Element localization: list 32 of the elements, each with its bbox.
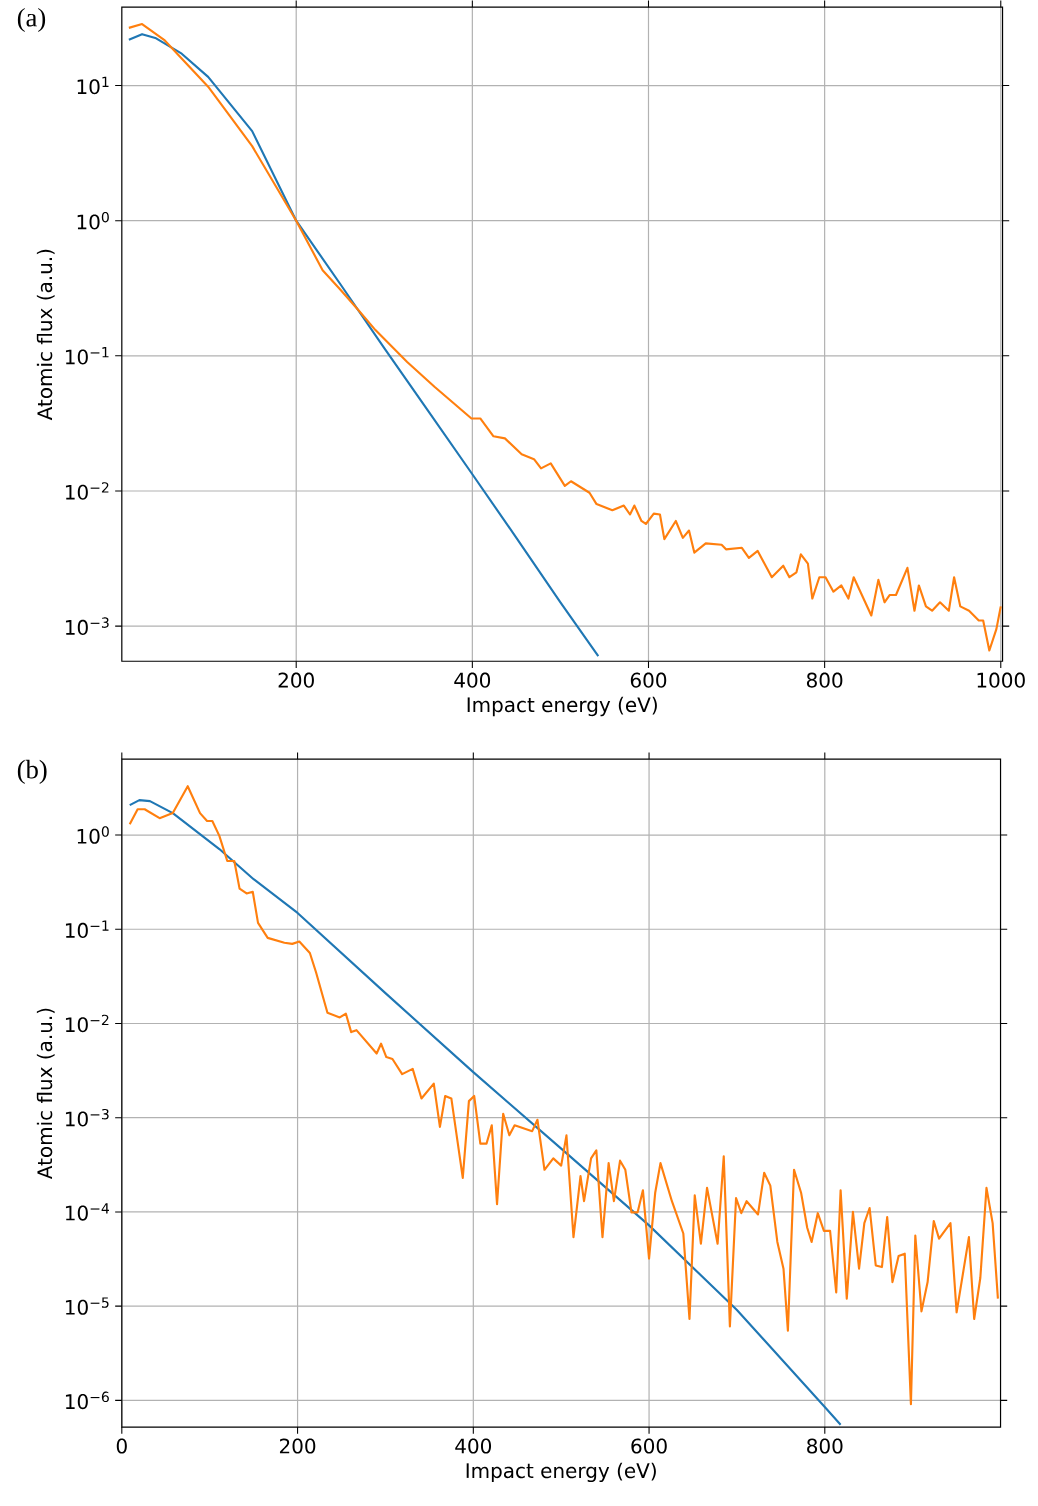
x-axis-title: Impact energy (eV) xyxy=(466,1462,656,1483)
y-axis-title: Atomic flux (a.u.) xyxy=(36,249,55,421)
x-tick-label: 200 xyxy=(279,1438,316,1454)
y-tick-label: 10$^{−3}$ xyxy=(65,1108,109,1127)
line-series xyxy=(127,23,1002,652)
y-tick-label: 10$^{−1}$ xyxy=(65,347,109,365)
x-tick-label: 0 xyxy=(116,1438,127,1454)
x-tick-label: 400 xyxy=(455,1438,491,1454)
y-axis-title: Atomic flux (a.u.) xyxy=(36,1008,55,1180)
y-tick-label: 10$^{−2}$ xyxy=(65,1014,109,1033)
x-tick-label: 600 xyxy=(630,672,666,688)
x-tick-label: 200 xyxy=(278,672,314,688)
y-tick-label: 10$^{−1}$ xyxy=(65,920,109,938)
y-tick-label: 10$^{−6}$ xyxy=(65,1391,109,1410)
line-series xyxy=(128,799,842,1426)
y-tick-label: 10$^{0}$ xyxy=(77,826,109,844)
y-tick-label: 10$^{−3}$ xyxy=(65,617,109,635)
y-tick-label: 10$^{1}$ xyxy=(77,76,109,95)
x-tick-label: 800 xyxy=(806,1438,843,1454)
x-axis-title: Impact energy (eV) xyxy=(467,696,657,717)
y-tick-label: 10$^{−4}$ xyxy=(65,1203,109,1221)
x-tick-label: 400 xyxy=(454,672,490,688)
y-tick-label: 10$^{−2}$ xyxy=(65,482,109,500)
chart-title: (b) xyxy=(17,759,47,784)
line-series xyxy=(127,33,600,658)
x-tick-label: 800 xyxy=(806,672,843,688)
line-series xyxy=(128,785,999,1406)
chart-title: (a) xyxy=(17,7,45,33)
y-tick-label: 10$^{−5}$ xyxy=(65,1297,109,1315)
x-tick-label: 1000 xyxy=(977,672,1025,688)
x-tick-label: 600 xyxy=(631,1438,667,1454)
y-tick-label: 10$^{0}$ xyxy=(77,211,109,230)
